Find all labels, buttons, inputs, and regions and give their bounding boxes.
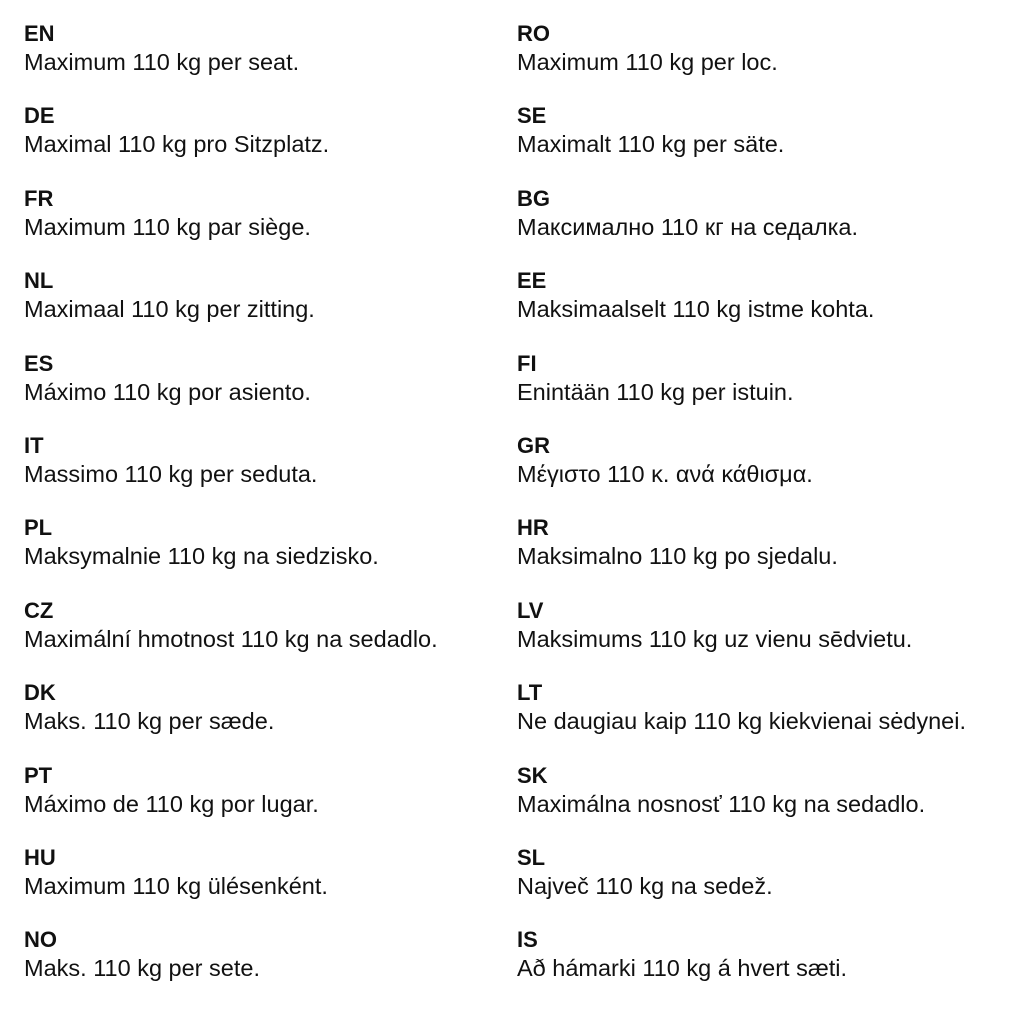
- language-entry: EN Maximum 110 kg per seat.: [24, 20, 438, 102]
- weight-limit-text: Maximum 110 kg per loc.: [517, 49, 778, 75]
- language-entry: SK Maximálna nosnosť 110 kg na sedadlo.: [517, 762, 966, 844]
- language-code: SE: [517, 103, 547, 129]
- weight-limit-text: Največ 110 kg na sedež.: [517, 872, 773, 899]
- language-code: ES: [24, 350, 54, 376]
- language-entry: LT Ne daugiau kaip 110 kg kiekvienai sėdy…: [517, 679, 966, 761]
- language-entry: PT Máximo de 110 kg por lugar.: [24, 762, 438, 844]
- language-entry: RO Maximum 110 kg per loc.: [517, 20, 966, 102]
- weight-limit-text: Максимално 110 кг на седалка.: [517, 213, 858, 240]
- weight-limit-text: Maximum 110 kg per seat.: [24, 49, 300, 75]
- language-entry: SL Največ 110 kg na sedež.: [517, 844, 966, 926]
- language-code: LT: [517, 680, 543, 706]
- language-code: PL: [24, 515, 53, 541]
- language-entry: ES Máximo 110 kg por asiento.: [24, 350, 438, 432]
- weight-limit-text: Μέγιστο 110 κ. ανά κάθισμα.: [517, 460, 813, 487]
- weight-limit-text: Maks. 110 kg per sete.: [24, 955, 260, 982]
- language-entry: NL Maximaal 110 kg per zitting.: [24, 267, 438, 349]
- language-code: FR: [24, 185, 54, 211]
- language-code: DE: [24, 103, 55, 129]
- weight-limit-text: Maksimaalselt 110 kg istme kohta.: [517, 296, 875, 323]
- weight-limit-text: Máximo 110 kg por asiento.: [24, 378, 311, 405]
- language-entry: CZ Maximální hmotnost 110 kg na sedadlo.: [24, 597, 438, 679]
- weight-limit-text: Massimo 110 kg per seduta.: [24, 460, 318, 487]
- right-column: RO Maximum 110 kg per loc. SE Maximalt 110 …: [517, 20, 966, 1009]
- language-entry: HU Maximum 110 kg ülésenként.: [24, 844, 438, 926]
- language-code: HR: [517, 515, 549, 541]
- weight-limit-text: Maksymalnie 110 kg na siedzisko.: [24, 543, 379, 570]
- language-entry: FR Maximum 110 kg par siège.: [24, 185, 438, 267]
- language-code: HU: [24, 844, 56, 870]
- language-code: RO: [517, 21, 550, 46]
- language-entry: GR Μέγιστο 110 κ. ανά κάθισμα.: [517, 432, 966, 514]
- language-entry: DK Maks. 110 kg per sæde.: [24, 679, 438, 761]
- language-code: EN: [24, 21, 55, 46]
- language-entry: DE Maximal 110 kg pro Sitzplatz.: [24, 102, 438, 184]
- language-code: PT: [24, 762, 53, 788]
- language-code: NO: [24, 927, 57, 953]
- language-code: SL: [517, 844, 546, 870]
- language-entry: PL Maksymalnie 110 kg na siedzisko.: [24, 514, 438, 596]
- language-code: GR: [517, 432, 550, 458]
- weight-limit-text: Máximo de 110 kg por lugar.: [24, 790, 319, 817]
- language-entry: BG Максимално 110 кг на седалка.: [517, 185, 966, 267]
- language-code: LV: [517, 597, 544, 623]
- language-entry: IS Að hámarki 110 kg á hvert sæti.: [517, 926, 966, 1008]
- language-entry: NO Maks. 110 kg per sete.: [24, 926, 438, 1008]
- weight-limit-text: Maximální hmotnost 110 kg na sedadlo.: [24, 625, 438, 652]
- language-code: DK: [24, 680, 56, 706]
- language-entry: FI Enintään 110 kg per istuin.: [517, 350, 966, 432]
- weight-limit-text: Enintään 110 kg per istuin.: [517, 378, 794, 405]
- weight-limit-text: Maks. 110 kg per sæde.: [24, 708, 275, 735]
- weight-limit-text: Maximálna nosnosť 110 kg na sedadlo.: [517, 790, 926, 817]
- weight-limit-text: Maksimalno 110 kg po sjedalu.: [517, 543, 838, 570]
- language-code: BG: [517, 185, 550, 211]
- language-code: SK: [517, 762, 548, 788]
- weight-limit-text: Maximum 110 kg par siège.: [24, 213, 311, 240]
- weight-limit-text: Maximal 110 kg pro Sitzplatz.: [24, 131, 330, 158]
- weight-limit-text: Maksimums 110 kg uz vienu sēdvietu.: [517, 625, 913, 652]
- language-code: IT: [24, 432, 44, 458]
- weight-limit-text: Maximalt 110 kg per säte.: [517, 131, 785, 158]
- weight-limit-text: Að hámarki 110 kg á hvert sæti.: [517, 955, 848, 982]
- language-entry: HR Maksimalno 110 kg po sjedalu.: [517, 514, 966, 596]
- language-code: EE: [517, 268, 547, 294]
- language-entry: EE Maksimaalselt 110 kg istme kohta.: [517, 267, 966, 349]
- language-code: CZ: [24, 597, 54, 623]
- weight-limit-text: Maximaal 110 kg per zitting.: [24, 296, 315, 323]
- language-entry: LV Maksimums 110 kg uz vienu sēdvietu.: [517, 597, 966, 679]
- weight-limit-text: Ne daugiau kaip 110 kg kiekvienai sėdyne…: [517, 708, 966, 735]
- left-column: EN Maximum 110 kg per seat. DE Maximal 110 …: [24, 20, 438, 1009]
- language-code: FI: [517, 350, 537, 376]
- language-entry: SE Maximalt 110 kg per säte.: [517, 102, 966, 184]
- language-code: IS: [517, 927, 538, 953]
- weight-limit-text: Maximum 110 kg ülésenként.: [24, 872, 328, 899]
- language-entry: IT Massimo 110 kg per seduta.: [24, 432, 438, 514]
- language-code: NL: [24, 268, 54, 294]
